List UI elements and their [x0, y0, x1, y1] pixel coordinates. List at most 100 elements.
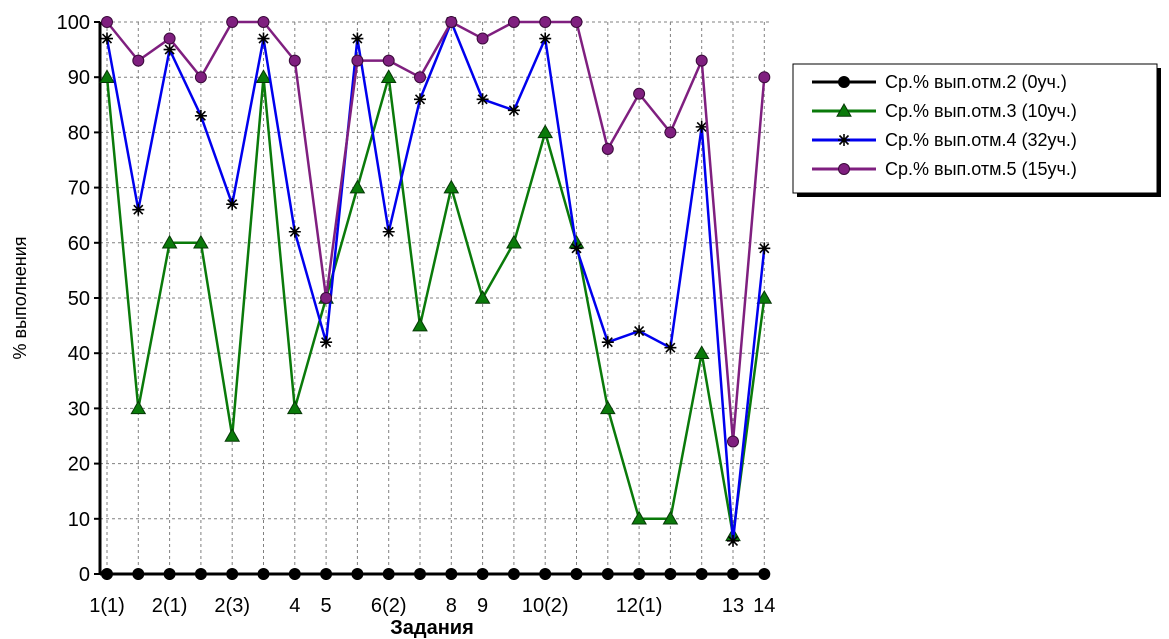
x-tick-label: 8 [446, 595, 457, 617]
data-point [727, 534, 739, 547]
x-tick-label: 9 [477, 595, 488, 617]
x-tick-label: 5 [321, 595, 332, 617]
y-tick-labels: 0 10 20 30 40 50 60 70 80 90 100 [57, 12, 90, 586]
data-point [631, 510, 647, 525]
x-axis-title: Задания [390, 617, 474, 639]
data-point [163, 568, 176, 580]
data-point [838, 163, 850, 175]
legend-item: Ср.% вып.отм.3 (10уч.) [812, 101, 1077, 121]
y-tick-label: 50 [68, 288, 90, 310]
x-tick-labels: 1(1) 2(1) 2(3) 4 5 6(2) 8 9 10(2) 12(1) 13 14 [89, 595, 775, 617]
x-tick-label: 12(1) [616, 595, 663, 617]
data-point [226, 568, 239, 580]
y-tick-label: 20 [68, 454, 90, 476]
data-point [756, 289, 773, 304]
x-tick-label: 2(1) [152, 595, 188, 617]
data-point [226, 198, 239, 211]
legend-box [792, 63, 1158, 194]
data-point [836, 102, 852, 117]
data-point [320, 292, 333, 304]
data-point [727, 568, 739, 580]
data-point [161, 234, 178, 249]
data-point [601, 336, 614, 349]
data-point [349, 179, 366, 194]
series-line [105, 20, 766, 543]
data-point [758, 242, 771, 255]
data-point [537, 124, 554, 139]
data-point [506, 234, 522, 249]
y-tick-label: 10 [68, 509, 90, 531]
data-point [224, 427, 241, 442]
data-point [414, 71, 426, 84]
data-point [476, 32, 489, 45]
data-point [633, 87, 646, 100]
data-point [445, 568, 458, 580]
data-point [693, 345, 710, 359]
data-point [194, 71, 207, 84]
series-line [105, 75, 766, 537]
data-point [99, 69, 115, 83]
data-point [226, 16, 239, 28]
data-point [443, 179, 460, 194]
data-point [445, 16, 458, 28]
series-group [101, 16, 771, 547]
x-tick-label: 13 [722, 595, 744, 617]
y-tick-label: 30 [68, 398, 90, 420]
data-point [193, 234, 209, 249]
x-tick-label: 2(3) [214, 595, 250, 617]
legend-item: Ср.% вып.отм.4 (32уч.) [812, 130, 1077, 150]
data-point [570, 568, 583, 580]
legend-label: Ср.% вып.отм.5 (15уч.) [885, 159, 1077, 179]
data-point [758, 568, 771, 580]
data-point [414, 93, 426, 106]
series-group [101, 568, 771, 580]
legend-label: Ср.% вып.отм.4 (32уч.) [885, 130, 1077, 150]
legend: Ср.% вып.отм.2 (0уч.) Ср.% вып.отм.3 (10у… [792, 63, 1161, 197]
data-point [288, 225, 301, 238]
data-point [476, 568, 489, 580]
y-tick-label: 0 [79, 564, 90, 586]
data-point [163, 32, 176, 45]
data-point [255, 69, 272, 83]
series [99, 16, 773, 580]
series-line [106, 20, 766, 443]
data-point [633, 568, 646, 580]
data-point [351, 568, 364, 580]
data-point [507, 568, 520, 580]
data-point [320, 568, 333, 580]
y-tick-label: 100 [57, 12, 90, 34]
data-point [695, 120, 708, 133]
data-point [601, 568, 614, 580]
data-point [838, 76, 850, 88]
data-point [412, 317, 428, 332]
data-point [727, 435, 739, 448]
y-tick-label: 70 [68, 178, 90, 200]
y-axis-title: % выполнения [10, 236, 30, 359]
legend-item: Ср.% вып.отм.5 (15уч.) [812, 159, 1077, 179]
data-point [101, 568, 113, 580]
data-point [351, 54, 364, 67]
data-point [382, 225, 395, 238]
legend-item: Ср.% вып.отм.2 (0уч.) [812, 72, 1067, 92]
data-point [507, 104, 520, 117]
data-point [414, 568, 426, 580]
x-tick-label: 1(1) [89, 595, 125, 617]
x-tick-label: 4 [289, 595, 300, 617]
data-point [599, 400, 616, 415]
data-point [163, 43, 176, 56]
data-point [662, 510, 679, 525]
data-point [758, 71, 771, 84]
data-point [664, 341, 677, 354]
x-tick-label: 14 [753, 595, 775, 617]
data-point [132, 54, 145, 67]
data-point [320, 336, 333, 349]
data-point [664, 568, 677, 580]
data-point [695, 54, 708, 67]
data-point [257, 568, 270, 580]
data-point [507, 16, 520, 28]
series-group [101, 16, 771, 448]
data-point [257, 32, 270, 45]
data-point [382, 568, 395, 580]
y-tick-label: 90 [68, 67, 90, 89]
